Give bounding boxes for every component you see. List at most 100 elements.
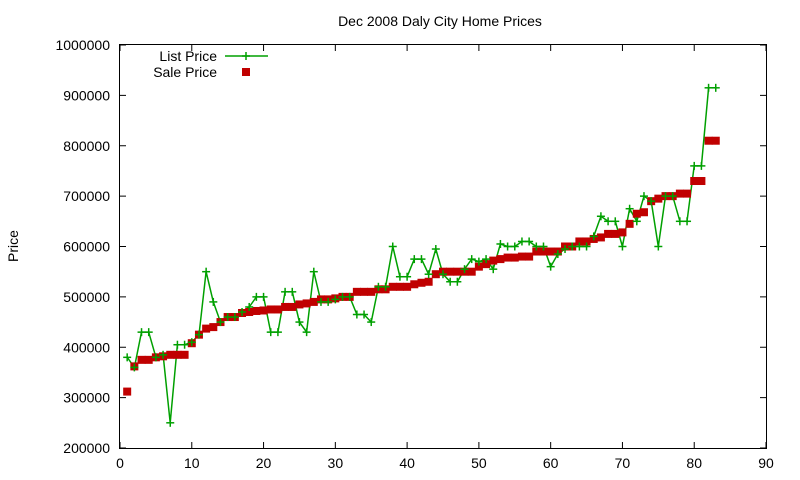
y-tick-label: 600000: [63, 239, 110, 255]
legend-marker-list-price: [242, 52, 250, 60]
y-tick-label: 800000: [63, 138, 110, 154]
list-price-point: [151, 353, 160, 362]
legend-label-sale-price: Sale Price: [153, 64, 217, 80]
sale-price-point: [295, 300, 304, 309]
list-price-point: [216, 318, 225, 327]
list-price-point: [496, 239, 505, 248]
sale-price-point: [259, 306, 268, 315]
sale-price-point: [123, 387, 132, 396]
sale-price-point: [273, 305, 282, 314]
list-price-point: [288, 287, 297, 296]
y-tick-label: 1000000: [55, 37, 110, 53]
list-price-point: [503, 242, 512, 251]
sale-price-point: [539, 247, 548, 256]
y-tick-label: 900000: [63, 87, 110, 103]
sale-price-point: [546, 247, 555, 256]
list-price-point: [417, 255, 426, 264]
y-axis-label: Price: [5, 230, 21, 262]
list-price-point: [632, 217, 641, 226]
list-price-point: [546, 262, 555, 271]
list-price-point: [647, 197, 656, 206]
x-tick-label: 60: [543, 455, 559, 471]
list-price-point: [403, 272, 412, 281]
list-price-point: [553, 250, 562, 259]
sale-price-point: [410, 280, 419, 289]
list-price-point: [252, 292, 261, 301]
sale-price-point: [575, 237, 584, 246]
list-price-point: [345, 292, 354, 301]
list-price-point: [360, 310, 369, 319]
list-price-point: [604, 217, 613, 226]
list-price-point: [697, 161, 706, 170]
list-price-point: [144, 328, 153, 337]
list-price-point: [173, 340, 182, 349]
list-price-point: [223, 313, 232, 322]
list-price-point: [187, 338, 196, 347]
plot-frame: [119, 44, 767, 449]
list-price-point: [589, 232, 598, 241]
legend-label-list-price: List Price: [159, 48, 217, 64]
list-price-point: [510, 242, 519, 251]
list-price-point: [130, 363, 139, 372]
y-tick-label: 500000: [63, 289, 110, 305]
list-price-point: [575, 242, 584, 251]
sale-price-point: [625, 219, 634, 228]
sale-price-point: [496, 255, 505, 264]
list-price-point: [295, 318, 304, 327]
sale-price-point: [489, 256, 498, 265]
sale-price-point: [352, 287, 361, 296]
list-price-point: [596, 212, 605, 221]
list-price-point: [618, 242, 627, 251]
sale-price-point: [180, 350, 189, 359]
list-price-point: [668, 192, 677, 201]
list-price-point: [539, 242, 548, 251]
list-price-point: [582, 242, 591, 251]
list-price-point: [439, 270, 447, 279]
list-price-point: [245, 302, 254, 311]
list-price-point: [639, 192, 648, 201]
sale-price-point: [474, 262, 483, 271]
list-price-point: [137, 328, 146, 337]
list-price-point: [482, 255, 491, 264]
list-price-point: [661, 192, 670, 201]
sale-price-point: [309, 297, 318, 306]
list-price-point: [525, 237, 534, 246]
sale-price-point: [582, 237, 591, 246]
sale-price-point: [711, 136, 720, 145]
x-tick-label: 80: [686, 455, 702, 471]
sale-price-point: [510, 253, 519, 262]
y-tick-label: 400000: [63, 339, 110, 355]
list-price-point: [302, 328, 311, 337]
list-price-point: [388, 242, 397, 251]
list-price-point: [180, 340, 189, 349]
list-price-point: [446, 277, 455, 286]
x-tick-label: 20: [256, 455, 272, 471]
sale-price-point: [654, 194, 663, 203]
sale-price-point: [503, 253, 512, 262]
sale-price-point: [604, 229, 613, 238]
list-price-point: [324, 297, 333, 306]
sale-price-point: [166, 350, 175, 359]
sale-price-point: [517, 252, 526, 261]
sale-price-point: [683, 189, 692, 198]
list-price-point: [381, 282, 390, 291]
sale-price-point: [639, 208, 648, 217]
list-price-point: [331, 295, 340, 304]
sale-price-point: [632, 209, 641, 218]
sale-price-point: [611, 229, 620, 238]
sale-price-point: [417, 278, 426, 287]
list-price-point: [675, 217, 684, 226]
sale-price-point: [288, 302, 297, 311]
sale-price-point: [424, 277, 433, 286]
sale-price-point: [453, 267, 462, 276]
sale-price-point: [690, 177, 699, 186]
list-price-point: [202, 267, 211, 276]
sale-price-point: [446, 267, 455, 276]
plot-area: [123, 83, 720, 427]
list-price-point: [460, 265, 469, 274]
x-tick-label: 50: [471, 455, 487, 471]
list-price-point: [489, 265, 498, 274]
list-price-point: [367, 318, 376, 327]
sale-price-point: [704, 136, 713, 145]
sale-price-point: [209, 323, 218, 332]
